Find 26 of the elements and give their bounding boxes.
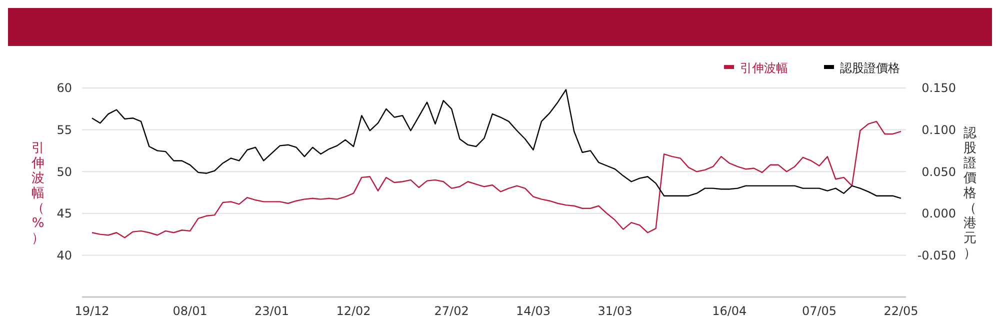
text: 認股證價格（港元） [964, 126, 976, 262]
x-tick-label: 12/02 [336, 304, 371, 318]
x-tick-label: 07/05 [802, 304, 837, 318]
line-series [91, 120, 902, 238]
x-tick-label: 14/03 [516, 304, 551, 318]
x-tick-label: 19/12 [74, 304, 110, 318]
x-tick-label: 27/02 [434, 304, 469, 318]
y-axis-title: 引伸波幅（%） [30, 141, 44, 246]
y-tick-label: 50 [56, 164, 72, 179]
y-tick-label: 55 [56, 123, 72, 137]
legend-label: 認股證價格 [840, 61, 900, 76]
y2-tick-label: 0.100 [922, 123, 956, 137]
line-series [91, 89, 902, 199]
x-tick-label: 22/05 [884, 304, 918, 318]
x-tick-label: 31/03 [598, 304, 632, 318]
y-tick-label: 45 [56, 206, 72, 221]
y2-tick-label: 0.000 [922, 206, 956, 221]
y2-tick-label: 0.150 [922, 81, 956, 96]
x-tick-label: 08/01 [172, 304, 208, 318]
x-tick-label: 23/01 [254, 304, 290, 318]
y-tick-label: 60 [56, 81, 72, 96]
y2-tick-label: -0.050 [917, 248, 956, 262]
y-tick-label: 40 [56, 248, 72, 262]
legend-label: 引伸波幅 [740, 61, 788, 76]
y2-tick-label: 0.050 [922, 164, 956, 179]
x-tick-label: 16/04 [712, 304, 747, 318]
